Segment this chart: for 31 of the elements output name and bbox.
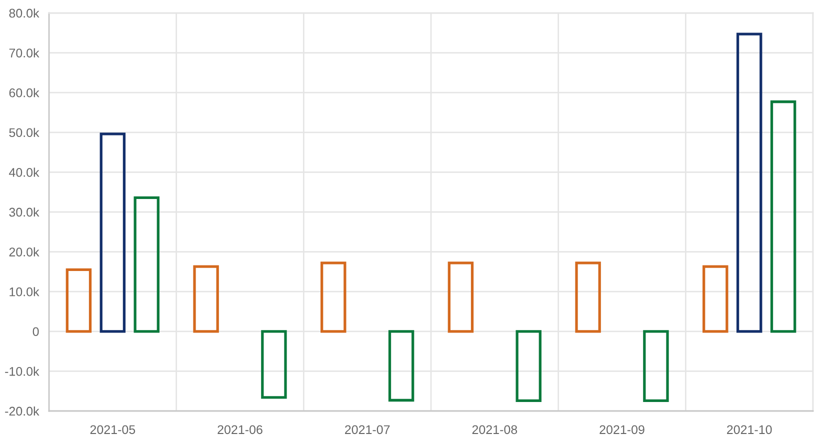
x-tick-label: 2021-09 (600, 425, 644, 434)
bar (575, 262, 601, 333)
x-tick-label: 2021-10 (727, 425, 772, 434)
x-tick-label: 2021-07 (345, 425, 390, 434)
y-tick-label: -20.0k (5, 406, 40, 416)
y-tick-label: 70.0k (9, 48, 40, 58)
y-tick-label: 0 (32, 327, 39, 336)
bar (100, 132, 126, 333)
bar (193, 265, 219, 333)
y-tick-label: -10.0k (5, 366, 40, 376)
y-tick-label: 10.0k (10, 287, 40, 296)
y-tick-label: 40.0k (8, 168, 40, 177)
y-tick-label: 80.0k (9, 8, 40, 18)
bar (134, 196, 160, 333)
x-tick-label: 2021-06 (218, 425, 262, 434)
bar (643, 330, 669, 402)
bar (66, 268, 92, 333)
bar (702, 265, 728, 333)
y-tick-label: 20.0k (9, 247, 40, 256)
bar (320, 262, 346, 333)
y-tick-label: 50.0k (9, 128, 40, 138)
bar (736, 32, 762, 333)
y-tick-label: 30.0k (9, 207, 40, 217)
y-tick-label: 60.0k (9, 88, 40, 98)
bar (770, 100, 796, 333)
bar (388, 330, 414, 402)
x-tick-label: 2021-08 (472, 425, 518, 434)
bar (448, 262, 474, 333)
bar (516, 330, 542, 402)
x-tick-label: 2021-05 (90, 425, 136, 434)
bar (261, 330, 287, 399)
